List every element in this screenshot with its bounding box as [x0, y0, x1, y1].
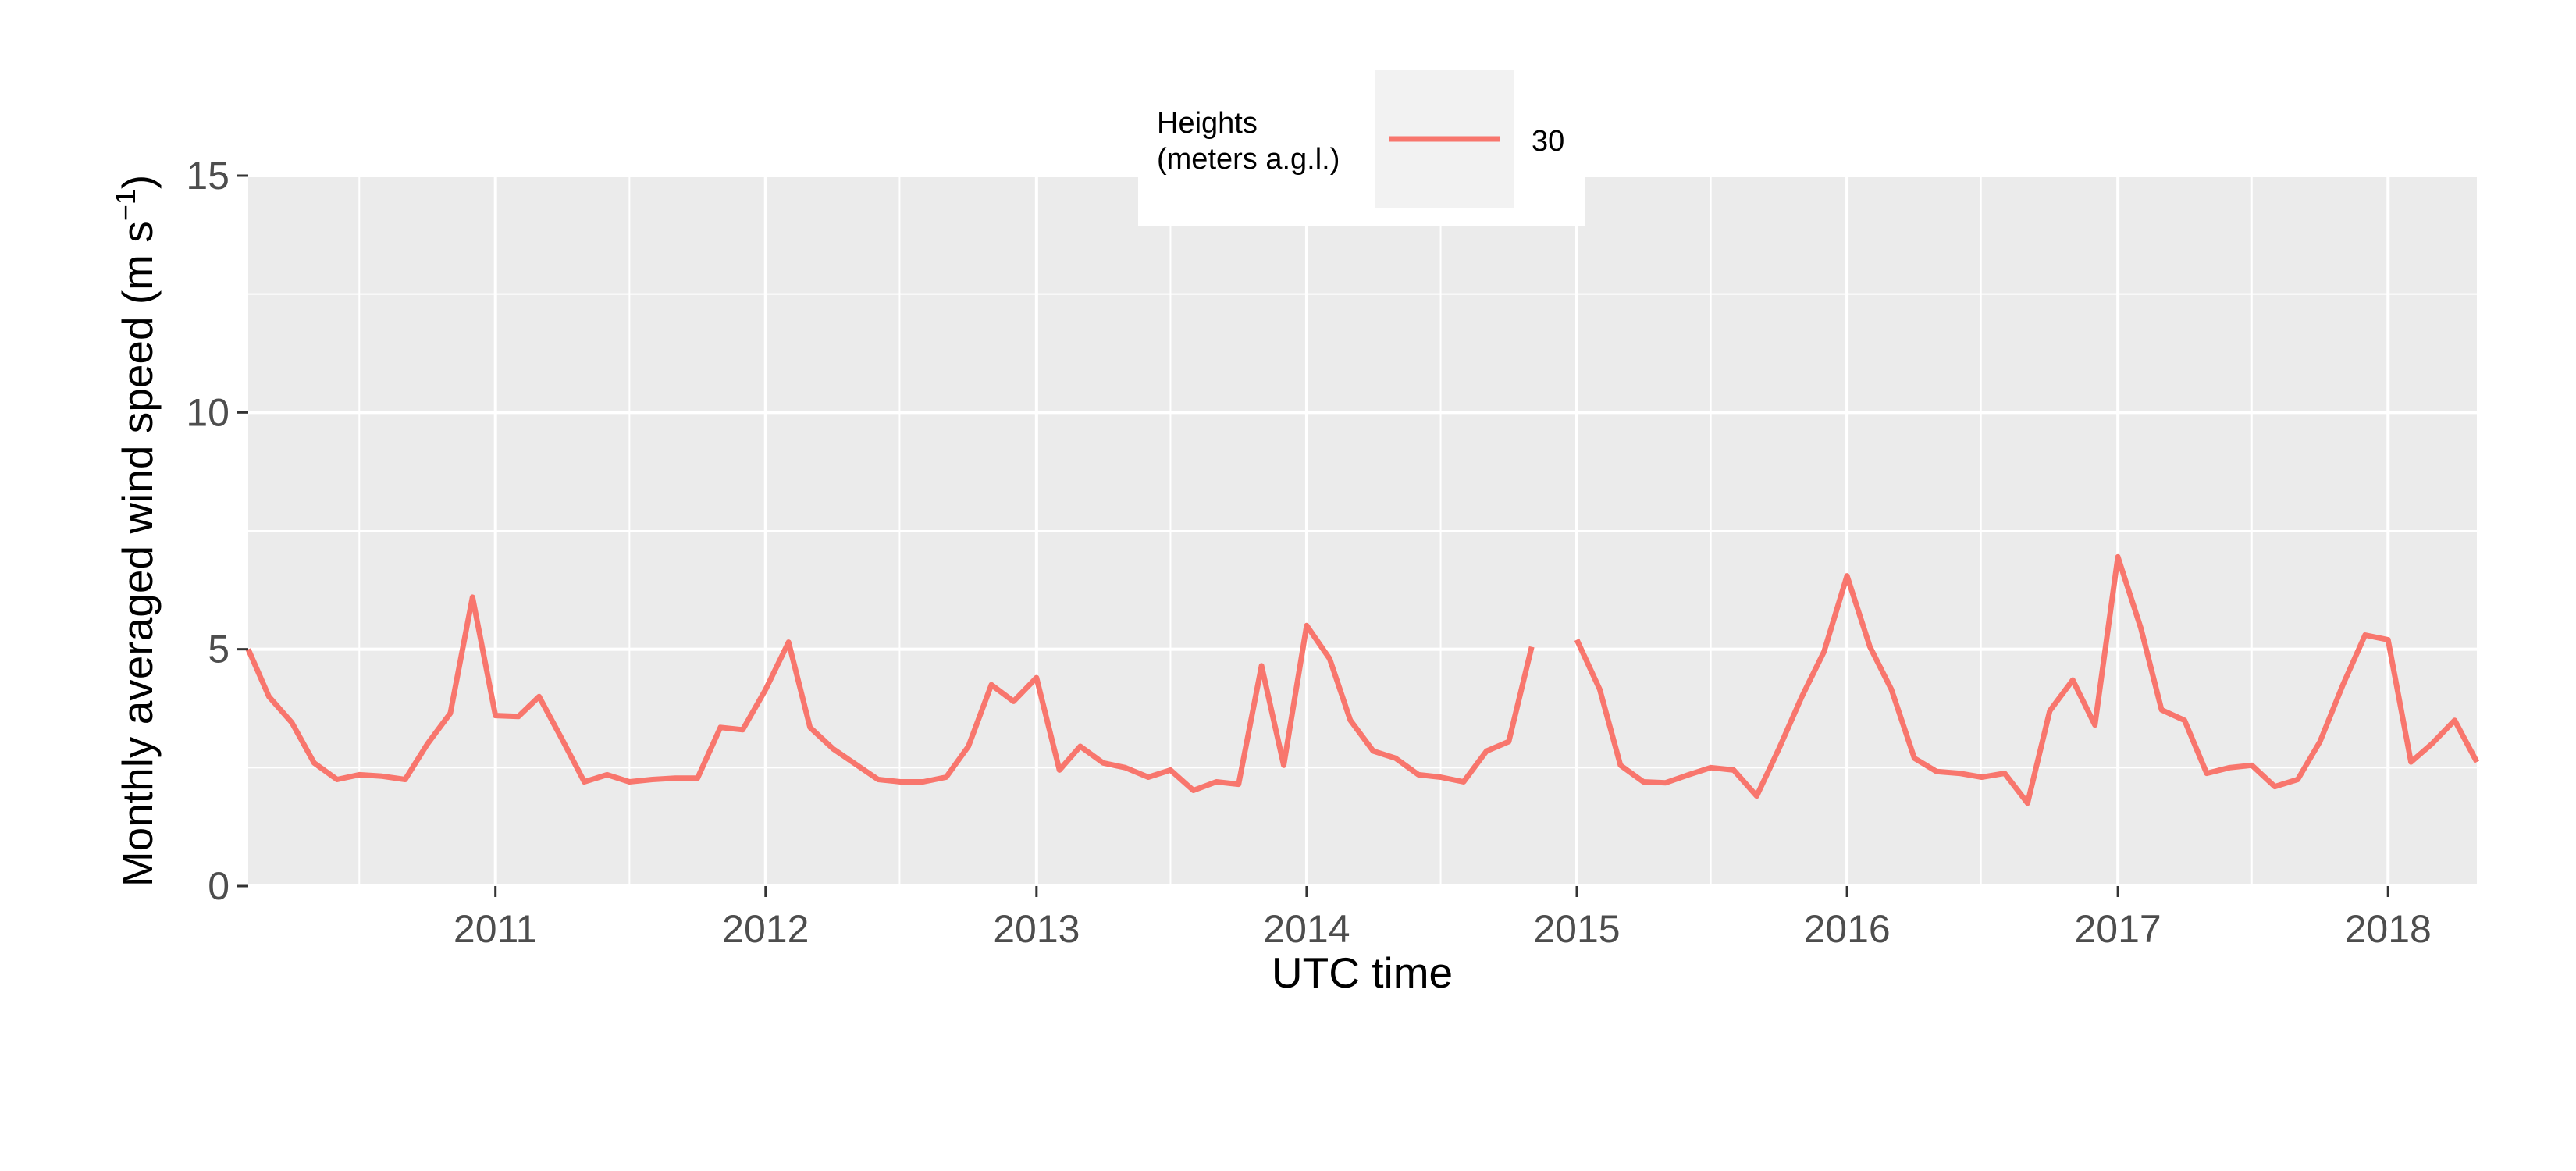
series-layer — [245, 553, 2480, 806]
x-tick-label: 2017 — [2075, 907, 2161, 951]
y-axis-title: Monthly averaged wind speed (m s−1) — [109, 175, 162, 887]
series-line-segment-2 — [1574, 553, 2480, 806]
y-axis-title-superscript: −1 — [109, 189, 141, 221]
y-tick-label: 10 — [186, 390, 229, 434]
y-tick-label: 15 — [186, 154, 229, 198]
x-tick-label: 2012 — [722, 907, 809, 951]
x-tick-label: 2011 — [454, 907, 538, 951]
x-tick-label: 2013 — [993, 907, 1080, 951]
x-tick-label: 2016 — [1803, 907, 1890, 951]
legend-title-line-1: Heights — [1157, 107, 1258, 140]
x-tick-label: 2018 — [2345, 907, 2432, 951]
x-axis-title: UTC time — [1272, 949, 1453, 997]
grid-major-vertical — [493, 176, 2390, 886]
grid-minor-horizontal — [248, 293, 2477, 769]
legend-entry-label: 30 — [1532, 125, 1564, 158]
legend-title-line-2: (meters a.g.l.) — [1157, 143, 1340, 176]
x-tick-label: 2015 — [1533, 907, 1620, 951]
y-axis-title-main: Monthly averaged wind speed (m s — [113, 221, 162, 887]
x-axis: 2011 2012 2013 2014 2015 2016 2017 2018 — [454, 886, 2432, 951]
y-tick-label: 0 — [208, 864, 229, 908]
y-tick-label: 5 — [208, 628, 229, 671]
x-tick-label: 2014 — [1263, 907, 1350, 951]
series-line-segment-1 — [245, 594, 1535, 793]
legend: Heights (meters a.g.l.) 30 — [1138, 70, 1585, 226]
y-axis: 0 5 10 15 — [186, 154, 248, 908]
y-axis-title-close: ) — [113, 175, 162, 189]
